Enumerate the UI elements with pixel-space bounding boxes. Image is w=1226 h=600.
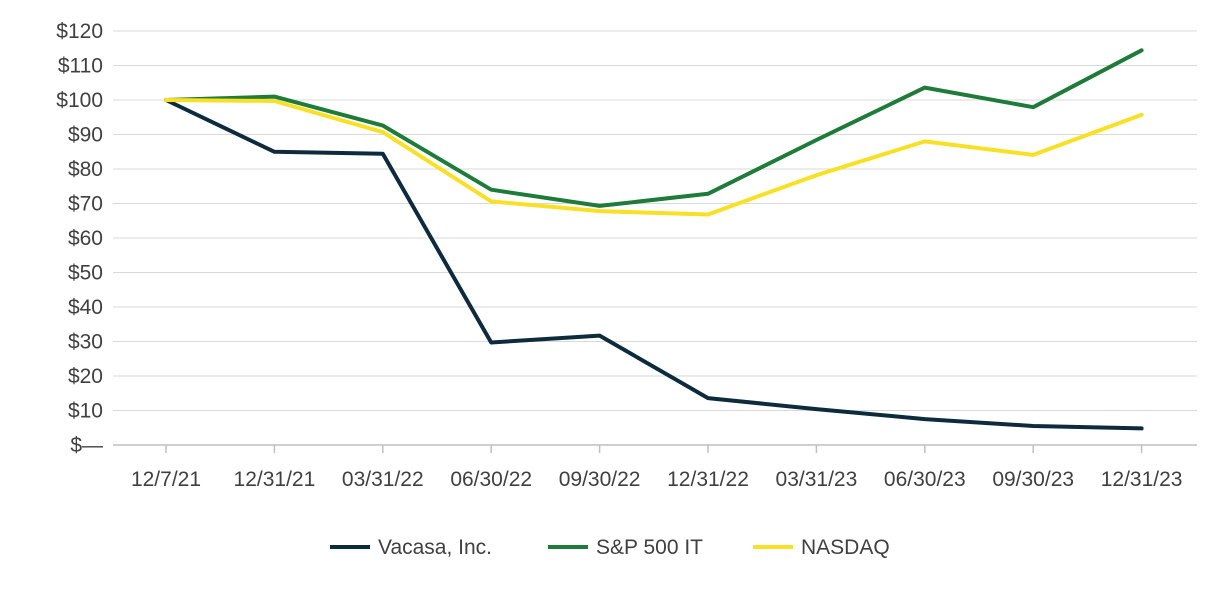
x-tick-label: 03/31/22 [342,468,424,491]
legend-label: Vacasa, Inc. [378,536,492,559]
y-tick-label: $50 [68,262,103,285]
x-tick-label: 09/30/22 [559,468,641,491]
y-tick-label: $80 [68,158,103,181]
y-tick-label: $100 [56,89,103,112]
legend-label: S&P 500 IT [596,536,703,559]
x-tick-label: 12/31/22 [667,468,749,491]
x-tick-label: 06/30/23 [884,468,966,491]
series-line-vacasa-inc [164,98,1144,431]
x-tick-label: 12/31/23 [1101,468,1183,491]
grid-layer [113,30,1197,411]
x-tick-label: 09/30/23 [992,468,1074,491]
y-tick-labels: $— $10 $20 $30 $40 $50 $60 $70 $80 $90 $100 $110 $12… [56,20,103,457]
y-tick-label: $90 [68,124,103,147]
y-tick-label: $10 [68,400,103,423]
series-line-s-p-500-it [164,48,1144,208]
y-tick-label: $70 [68,193,103,216]
y-tick-label: $110 [58,55,103,78]
axis-layer [113,444,1197,453]
y-tick-label: $40 [68,296,103,319]
y-tick-label: $120 [56,20,103,43]
legend-label: NASDAQ [801,536,890,559]
series-layer [164,48,1144,431]
series-line-nasdaq [164,98,1144,217]
y-tick-label: $— [70,434,103,457]
x-tick-label: 06/30/22 [450,468,532,491]
x-tick-label: 12/31/21 [234,468,316,491]
x-tick-labels: 12/7/21 12/31/21 03/31/22 06/30/22 09/30/22 1… [131,468,1183,491]
legend-item: S&P 500 IT [548,536,703,559]
y-tick-label: $30 [68,331,103,354]
x-tick-label: 03/31/23 [776,468,858,491]
x-tick-label: 12/7/21 [131,468,201,491]
legend-item: Vacasa, Inc. [330,536,492,559]
legend-item: NASDAQ [753,536,890,559]
y-tick-label: $20 [68,365,103,388]
legend: Vacasa, Inc. S&P 500 IT NASDAQ [330,536,890,559]
y-tick-label: $60 [68,227,103,250]
